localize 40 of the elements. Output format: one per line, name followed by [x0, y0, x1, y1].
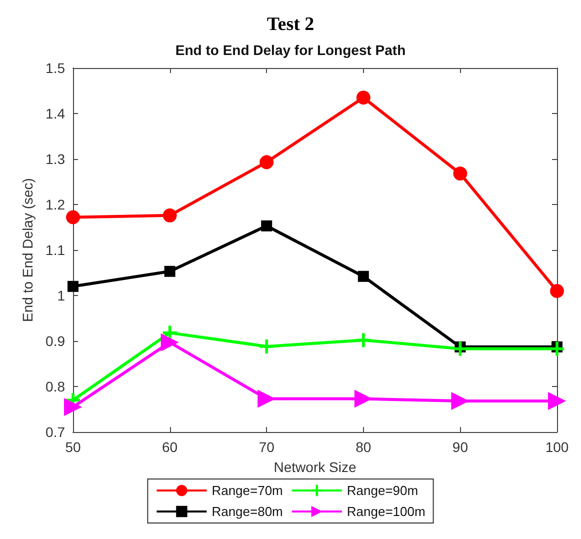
point: [160, 333, 179, 352]
chart-title: Test 2: [266, 14, 314, 35]
point: [66, 210, 80, 224]
y-tick-label: 1.2: [46, 196, 66, 212]
x-tick-label: 50: [65, 439, 81, 455]
point: [162, 208, 177, 222]
point: [356, 90, 370, 105]
x-tick-label: 100: [545, 439, 569, 455]
legend-label: Range=70m: [212, 483, 283, 498]
point: [356, 333, 370, 348]
y-tick-label: 0.8: [46, 378, 66, 394]
x-axis-title: Network Size: [274, 459, 356, 475]
point: [64, 398, 82, 416]
y-axis-title: End to End Delay (sec): [20, 178, 36, 322]
x-tick-label: 90: [452, 439, 468, 455]
point: [453, 166, 468, 181]
y-tick-label: 1.3: [46, 151, 66, 167]
x-tick-label: 70: [258, 439, 275, 455]
point: [164, 266, 176, 277]
y-tick-label: 0.9: [46, 333, 66, 349]
point: [260, 155, 274, 170]
point: [550, 284, 564, 298]
y-tick-label: 1.4: [46, 106, 66, 122]
y-tick-label: 0.7: [46, 424, 66, 440]
y-tick-label: 1.5: [46, 60, 66, 76]
chart-subtitle: End to End Delay for Longest Path: [175, 42, 406, 58]
point: [453, 342, 468, 356]
point: [261, 220, 272, 232]
y-tick-label: 1: [57, 288, 66, 304]
point: [260, 339, 274, 354]
x-tick-label: 60: [162, 439, 178, 455]
point: [358, 270, 369, 282]
point: [550, 342, 564, 356]
point: [68, 280, 78, 292]
y-tick-label: 1.1: [46, 242, 66, 258]
legend-label: Range=90m: [346, 483, 418, 498]
legend-label: Range=100m: [346, 504, 426, 519]
x-tick-label: 80: [356, 439, 372, 455]
point: [548, 392, 566, 410]
legend-label: Range=80m: [212, 504, 283, 519]
